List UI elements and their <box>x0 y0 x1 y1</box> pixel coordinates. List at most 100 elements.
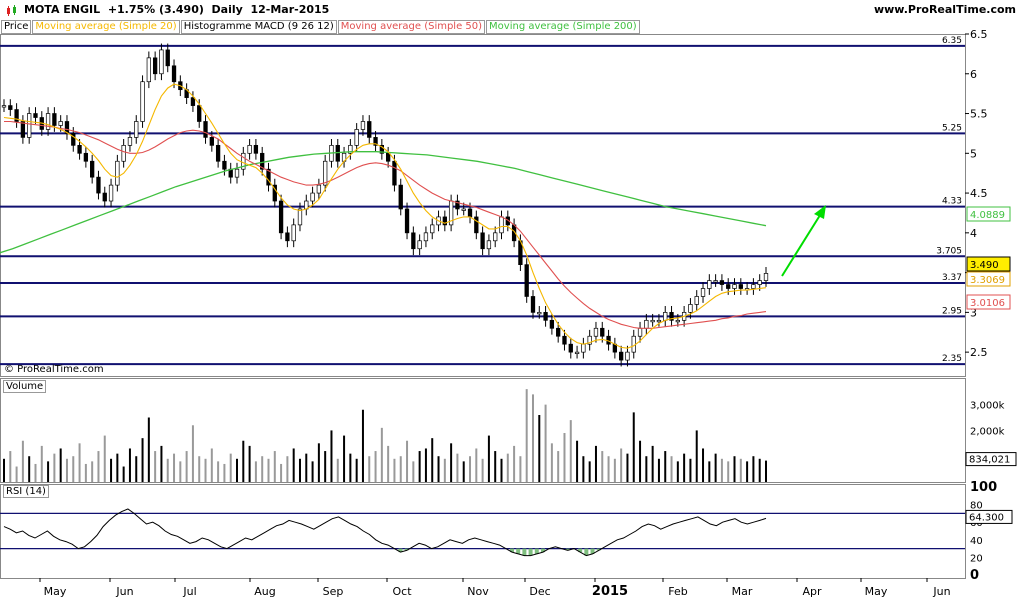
candle-body <box>430 224 435 234</box>
candle-body <box>398 184 403 210</box>
level-label: 4.33 <box>942 197 962 207</box>
candle-body <box>480 232 485 250</box>
candle-body <box>474 216 479 234</box>
candle-body <box>140 81 145 122</box>
volume-last-flag <box>965 452 1017 467</box>
x-month-label: Nov <box>467 585 489 598</box>
candle-body <box>266 168 271 186</box>
candle-body <box>663 312 668 321</box>
level-label: 6.35 <box>942 36 962 46</box>
candle-body <box>763 273 769 281</box>
last-value-flag <box>966 206 1011 222</box>
x-month-label: Jul <box>182 585 196 598</box>
candle-body <box>675 319 680 323</box>
candle-body <box>323 160 328 186</box>
candle-body <box>373 137 378 146</box>
x-month-label: Sep <box>323 585 344 598</box>
legend-sma200[interactable]: Moving average (Simple 200) <box>486 20 640 34</box>
chart-date: 12-Mar-2015 <box>250 3 330 16</box>
candle-body <box>27 113 32 138</box>
legend-macd[interactable]: Histogramme MACD (9 26 12) <box>180 20 337 34</box>
candle-body <box>165 49 170 67</box>
level-label: 2.95 <box>942 306 962 316</box>
trend-arrow-line <box>781 211 823 277</box>
candle-body <box>297 208 303 226</box>
candle-body <box>568 343 573 353</box>
candle-body <box>713 280 718 283</box>
candle-body <box>71 133 76 146</box>
candle-body <box>291 224 296 242</box>
candle-body <box>20 121 26 138</box>
candle-body <box>197 105 202 122</box>
level-label: 3.705 <box>936 246 962 256</box>
candle-body <box>385 152 391 162</box>
candle-body <box>90 160 95 178</box>
legend-sma50[interactable]: Moving average (Simple 50) <box>337 20 486 34</box>
candle-body <box>171 65 177 83</box>
rsi-y-tick-label: 0 <box>970 568 979 583</box>
price-change: +1.75% (3.490) <box>107 3 204 16</box>
candle-body <box>247 144 252 154</box>
candle-body <box>360 121 366 130</box>
candle-body <box>379 144 385 154</box>
candle-body <box>215 144 221 162</box>
candle-body <box>499 216 504 234</box>
candle-body <box>455 200 460 210</box>
candle-body <box>203 121 208 138</box>
candle-body <box>423 232 429 242</box>
level-label: 3.37 <box>942 273 962 283</box>
candle-body <box>146 57 151 83</box>
x-month-label: Aug <box>254 585 275 598</box>
candle-body <box>127 137 133 146</box>
candle-body <box>461 208 466 211</box>
candle-body <box>669 312 674 321</box>
rsi-y-tick-label: 80 <box>970 501 983 512</box>
site-url[interactable]: www.ProRealTime.com <box>873 3 1016 16</box>
candle-body <box>260 152 265 170</box>
last-value-flag <box>966 271 1011 287</box>
title-text: MOTA ENGIL +1.75% (3.490) Daily 12-Mar-2… <box>24 3 329 16</box>
candle-body <box>45 113 51 130</box>
candle-body <box>1 105 7 108</box>
candle-body <box>272 184 277 202</box>
price-y-tick-label: 6 <box>970 68 977 81</box>
candle-body <box>688 304 693 313</box>
price-y-tick-label: 5 <box>970 147 977 160</box>
legend-price[interactable]: Price <box>1 20 32 34</box>
level-label: 5.25 <box>942 123 962 133</box>
price-y-tick-label: 2.5 <box>970 346 988 359</box>
sma50-line <box>4 120 767 329</box>
x-month-label: Apr <box>802 585 822 598</box>
candle-body <box>121 144 126 162</box>
legend-sma20[interactable]: Moving average (Simple 20) <box>32 20 180 34</box>
candle-body <box>417 240 422 250</box>
candle-body <box>574 351 580 354</box>
candle-body <box>134 121 139 138</box>
x-month-label: Dec <box>529 585 550 598</box>
x-month-label: Mar <box>732 585 753 598</box>
candle-body <box>486 240 492 250</box>
candle-body <box>707 280 712 289</box>
rsi-y-tick-label: 40 <box>970 536 983 547</box>
candle-body <box>348 144 353 154</box>
x-month-label: Jun <box>932 585 950 598</box>
last-value-label: 4.0889 <box>970 210 1005 221</box>
candle-body <box>278 200 284 234</box>
candle-body <box>14 109 19 122</box>
price-y-tick-label: 6.5 <box>970 28 988 41</box>
candle-body <box>285 232 290 242</box>
candle-body <box>549 319 555 329</box>
candle-body <box>52 113 57 126</box>
price-y-tick-label: 4.5 <box>970 187 988 200</box>
title-bar: MOTA ENGIL +1.75% (3.490) Daily 12-Mar-2… <box>0 0 1024 20</box>
price-y-tick-label: 5.5 <box>970 108 988 121</box>
period: Daily <box>211 3 243 16</box>
candle-body <box>726 284 731 289</box>
candle-body <box>234 168 240 178</box>
rsi-label: RSI (14) <box>3 485 49 498</box>
candle-body <box>637 327 643 337</box>
last-value-flag <box>966 294 1011 310</box>
candle-body <box>392 160 397 186</box>
